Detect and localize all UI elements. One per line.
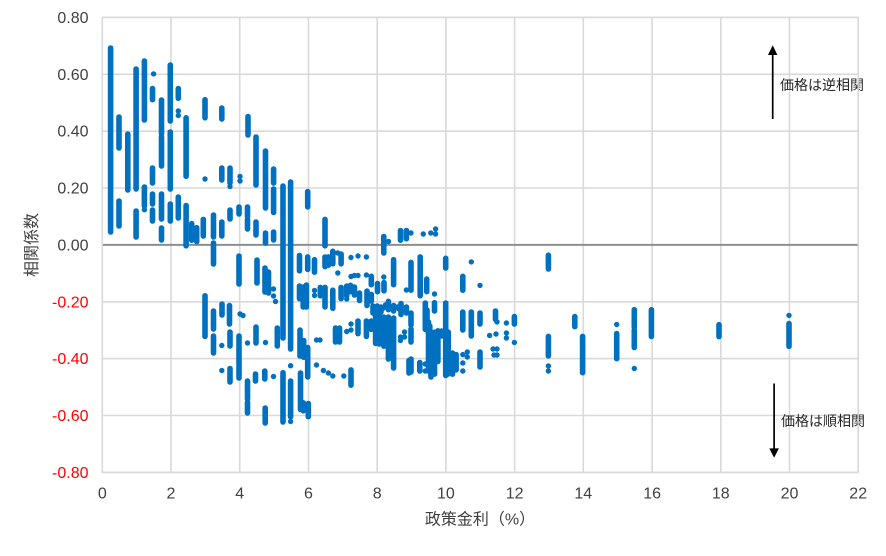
svg-text:6: 6	[304, 486, 313, 503]
svg-text:価格は順相関: 価格は順相関	[781, 413, 865, 429]
svg-text:0.00: 0.00	[57, 237, 88, 254]
svg-text:0: 0	[98, 486, 107, 503]
svg-text:-0.60: -0.60	[52, 408, 89, 425]
svg-text:0.40: 0.40	[57, 124, 88, 141]
svg-text:0.80: 0.80	[57, 10, 88, 27]
svg-text:0.20: 0.20	[57, 181, 88, 198]
svg-text:10: 10	[437, 486, 455, 503]
svg-text:18: 18	[712, 486, 730, 503]
svg-text:-0.40: -0.40	[52, 351, 89, 368]
svg-text:政策金利（%）: 政策金利（%）	[425, 511, 535, 529]
svg-text:価格は逆相関: 価格は逆相関	[780, 77, 864, 93]
svg-text:20: 20	[781, 486, 799, 503]
svg-text:12: 12	[506, 486, 524, 503]
svg-text:-0.80: -0.80	[52, 465, 89, 482]
svg-text:-0.20: -0.20	[52, 294, 89, 311]
svg-text:4: 4	[235, 486, 244, 503]
svg-text:8: 8	[373, 486, 382, 503]
svg-text:22: 22	[849, 486, 867, 503]
svg-text:相関係数: 相関係数	[23, 213, 41, 277]
svg-text:14: 14	[574, 486, 592, 503]
svg-text:0.60: 0.60	[57, 67, 88, 84]
svg-text:2: 2	[167, 486, 176, 503]
svg-text:16: 16	[643, 486, 661, 503]
